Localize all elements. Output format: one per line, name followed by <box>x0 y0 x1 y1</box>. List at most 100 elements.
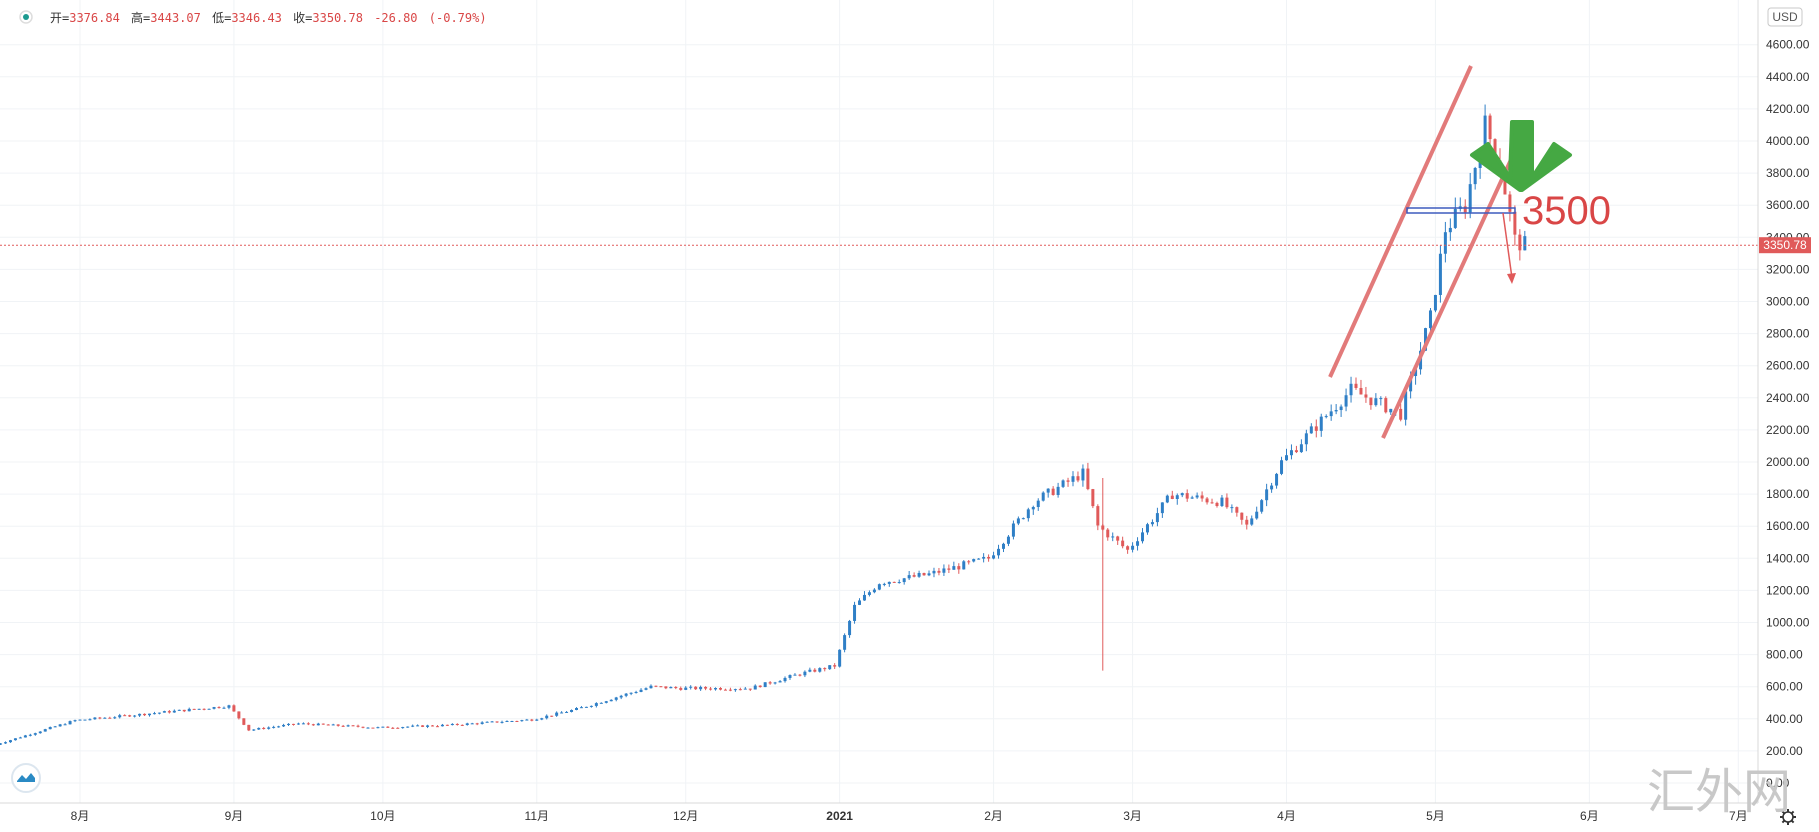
candle-body <box>1428 310 1432 329</box>
y-tick-label: 2600.00 <box>1766 359 1810 373</box>
candle-body <box>1215 502 1219 506</box>
candle-body <box>440 724 444 727</box>
candle-body <box>718 688 722 690</box>
candle-body <box>828 665 832 670</box>
candle-body <box>1141 532 1145 542</box>
candle-body <box>614 697 618 700</box>
candle-body <box>907 575 911 579</box>
candle-body <box>212 707 216 709</box>
time-axis[interactable]: 8月 9月 10月 11月 12月 2021 2月 3月 4月 5月 6月 7月 <box>71 809 1748 823</box>
candle-body <box>1001 543 1005 549</box>
x-tick-label: 11月 <box>525 809 549 823</box>
candle-body <box>48 727 52 730</box>
candle-body <box>1155 513 1159 523</box>
candle-body <box>674 687 678 689</box>
candle-body <box>982 556 986 559</box>
candle-body <box>316 723 320 726</box>
candle-body <box>88 719 92 721</box>
candle-body <box>227 705 231 708</box>
tradingview-logo-icon[interactable] <box>11 763 41 793</box>
candle-body <box>78 719 82 721</box>
candle-body <box>560 712 564 714</box>
candle-body <box>1111 536 1115 538</box>
candle-body <box>579 707 583 709</box>
candle-body <box>1041 492 1045 501</box>
currency-badge[interactable]: USD <box>1767 7 1803 27</box>
price-axis[interactable]: 0.00 200.00 400.00 600.00 800.00 1000.00 1200.… <box>1766 38 1810 790</box>
candle-body <box>133 715 137 717</box>
candle-body <box>202 708 206 710</box>
candle-body <box>1240 512 1244 520</box>
grid <box>0 0 1758 803</box>
candle-body <box>33 733 37 735</box>
candle-body <box>421 725 425 727</box>
candle-body <box>833 665 837 667</box>
candle-body <box>957 566 961 570</box>
support-line[interactable] <box>1406 207 1516 214</box>
candle-body <box>654 685 658 687</box>
candle-body <box>768 682 772 684</box>
candle-body <box>1190 497 1194 499</box>
candle-body <box>818 668 822 672</box>
candle-body <box>1081 468 1085 481</box>
small-down-arrow <box>1502 212 1516 284</box>
candle-body <box>336 724 340 726</box>
candle-body <box>123 715 127 717</box>
candle-body <box>575 708 578 710</box>
candle-body <box>997 548 1001 556</box>
candle-body <box>267 727 271 729</box>
candle-body <box>391 727 395 729</box>
candle-body <box>1518 234 1522 251</box>
y-tick-label: 200.00 <box>1766 744 1803 758</box>
candle-body <box>455 723 459 725</box>
candle-body <box>1026 509 1030 519</box>
support-line-group[interactable] <box>1406 207 1516 214</box>
candle-body <box>1096 506 1100 526</box>
gear-icon[interactable] <box>1780 809 1796 825</box>
candle-body <box>1180 493 1184 496</box>
y-tick-label: 2400.00 <box>1766 391 1810 405</box>
candle-body <box>187 708 191 712</box>
candle-body <box>1473 168 1477 185</box>
candle-body <box>684 687 688 690</box>
candle-body <box>634 691 638 693</box>
candle-body <box>1374 398 1378 406</box>
y-tick-label: 3200.00 <box>1766 262 1810 276</box>
candle-body <box>1448 227 1452 233</box>
candle-body <box>1314 426 1318 431</box>
candle-body <box>624 693 628 696</box>
candle-body <box>1399 408 1403 420</box>
candle-body <box>1011 523 1015 537</box>
candle-body <box>237 711 241 719</box>
candle-body <box>426 725 430 727</box>
candle-body <box>599 702 603 704</box>
candle-body <box>1379 398 1383 400</box>
candle-body <box>793 674 797 676</box>
candle-body <box>1299 444 1303 453</box>
candle-body <box>346 725 350 727</box>
candle-body <box>1061 480 1065 487</box>
candle-body <box>1369 397 1373 406</box>
candle-body <box>1250 518 1254 525</box>
y-tick-label: 800.00 <box>1766 648 1803 662</box>
candle-body <box>1185 493 1189 499</box>
candle-body <box>1150 522 1154 525</box>
y-tick-label: 4400.00 <box>1766 70 1810 84</box>
candle-body <box>922 572 926 576</box>
channel-upper-line[interactable] <box>1328 65 1473 378</box>
candle-body <box>753 685 757 690</box>
candle-body <box>252 729 256 731</box>
last-price-label: 3350.78 <box>1763 238 1807 252</box>
candle-body <box>550 715 554 717</box>
candle-body <box>912 575 916 577</box>
candle-body <box>694 686 698 690</box>
candle-body <box>1493 139 1497 161</box>
y-tick-label: 4200.00 <box>1766 102 1810 116</box>
candle-body <box>28 734 32 736</box>
y-tick-label: 1800.00 <box>1766 487 1810 501</box>
candle-body <box>947 568 951 570</box>
candle-body <box>738 689 742 691</box>
candle-body <box>843 635 847 650</box>
low-label: 低= <box>212 11 231 25</box>
